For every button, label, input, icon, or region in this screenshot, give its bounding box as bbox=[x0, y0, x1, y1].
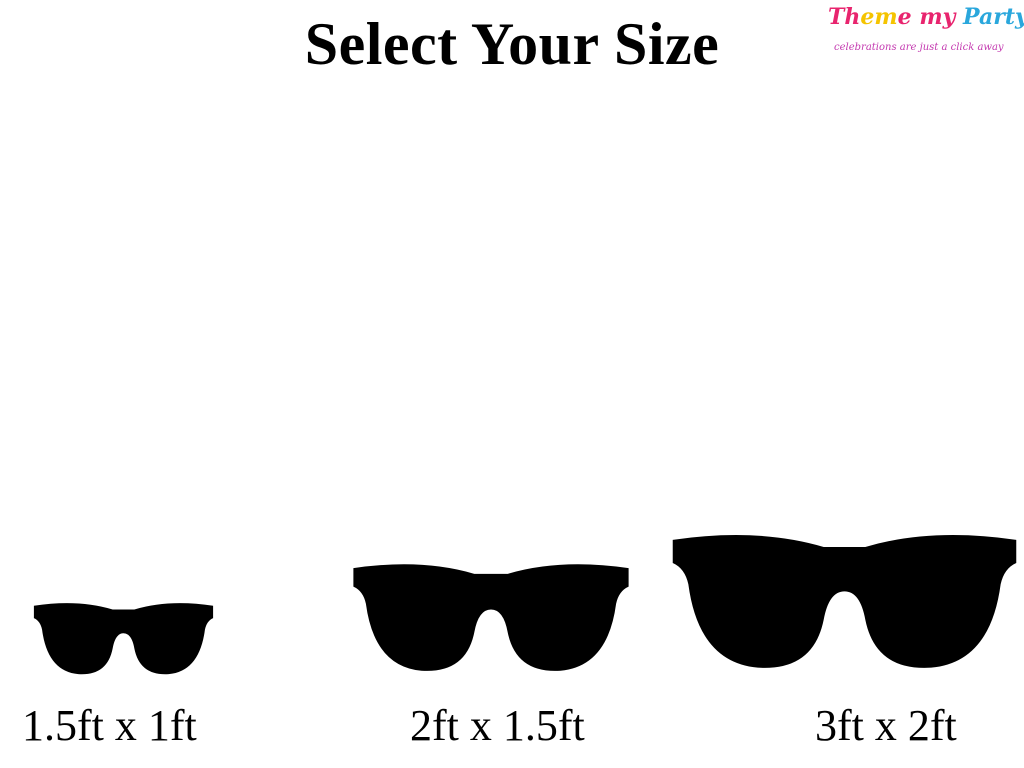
sunglasses-large-icon bbox=[672, 535, 1017, 668]
sunglasses-small-icon bbox=[33, 603, 214, 675]
theme-my-party-logo: Theme my Party celebrations are just a c… bbox=[826, 2, 1024, 66]
logo-brand: Theme my Party bbox=[828, 4, 1024, 30]
page-title: Select Your Size bbox=[304, 11, 720, 77]
size-label-small: 1.5ft x 1ft bbox=[22, 701, 197, 750]
sunglasses-medium-icon bbox=[353, 564, 629, 671]
size-label-large: 3ft x 2ft bbox=[815, 701, 957, 750]
logo-tagline: celebrations are just a click away bbox=[834, 42, 1004, 53]
size-label-medium: 2ft x 1.5ft bbox=[410, 701, 585, 750]
